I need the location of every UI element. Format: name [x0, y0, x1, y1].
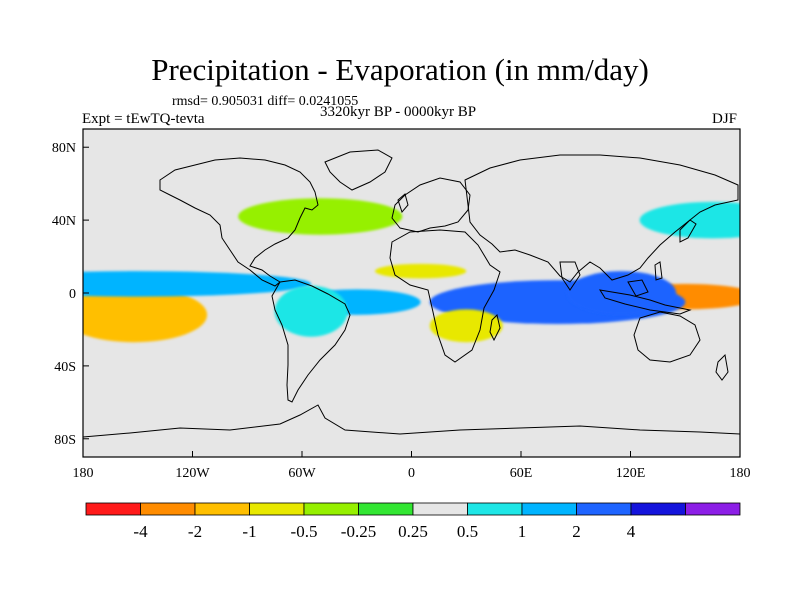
- field-region-6: [429, 309, 503, 343]
- lat-tick-label: 80N: [52, 141, 76, 156]
- coastline-philippines: [654, 261, 663, 281]
- field-region-10: [639, 201, 740, 239]
- coastline-india: [559, 261, 581, 291]
- lon-tick-label: 0: [408, 466, 415, 481]
- colorbar-label: 0.25: [398, 522, 428, 541]
- field-region-5: [566, 271, 677, 315]
- lon-tick-label: 60E: [510, 466, 533, 481]
- field-region-8: [274, 285, 348, 337]
- coastline-antarctica: [83, 404, 740, 438]
- lon-tick-label: 120E: [616, 466, 646, 481]
- lat-tick-label: 40N: [52, 214, 76, 229]
- coastline-australia: [633, 311, 701, 363]
- colorbar-swatch: [303, 502, 359, 516]
- field-region-12: [375, 263, 467, 279]
- coastline-layer: [83, 149, 740, 438]
- season-label: DJF: [712, 111, 738, 127]
- field-layer: [83, 198, 740, 410]
- lon-tick-label: 180: [730, 466, 751, 481]
- colorbar-label: -4: [133, 522, 148, 541]
- field-region-11: [83, 387, 740, 410]
- colorbar-swatch: [467, 502, 523, 516]
- period-label: 3320kyr BP - 0000kyr BP: [320, 104, 477, 120]
- axis-ticks: 180 120W 60W 0 60E 120E 180 80N 40N 0 40S 80S: [52, 141, 751, 481]
- coastline-madagascar: [489, 314, 501, 342]
- colorbar-label: 4: [627, 522, 636, 541]
- coastline-new-zealand: [715, 353, 729, 381]
- colorbar-swatch: [412, 502, 468, 516]
- lon-tick-label: 180: [73, 466, 94, 481]
- lat-tick-label: 40S: [54, 360, 76, 375]
- field-region-1: [83, 287, 208, 343]
- colorbar-label: 1: [518, 522, 527, 541]
- coastline-south-america: [271, 279, 351, 403]
- colorbar-label: -2: [188, 522, 202, 541]
- colorbar-label: 0.5: [457, 522, 478, 541]
- colorbar-label: -0.25: [341, 522, 376, 541]
- lat-tick-label: 80S: [54, 433, 76, 448]
- colorbar: -4 -2 -1 -0.5 -0.25 0.25 0.5 1 2 4: [85, 502, 741, 541]
- experiment-label: Expt = tEwTQ-tevta: [82, 111, 205, 127]
- colorbar-swatch: [140, 502, 196, 516]
- lon-tick-label: 60W: [288, 466, 316, 481]
- colorbar-swatch: [194, 502, 250, 516]
- field-region-9: [238, 198, 403, 235]
- coastline-north-america: [159, 157, 319, 287]
- coastline-greenland: [324, 149, 393, 191]
- colorbar-swatch: [630, 502, 686, 516]
- colorbar-label: 2: [572, 522, 581, 541]
- coastline-africa: [389, 229, 501, 363]
- colorbar-swatch: [85, 502, 141, 516]
- figure-title: Precipitation - Evaporation (in mm/day): [151, 52, 649, 87]
- field-region-2: [83, 271, 312, 297]
- colorbar-label: -1: [242, 522, 256, 541]
- colorbar-swatch: [576, 502, 632, 516]
- coastline-uk: [397, 193, 409, 213]
- coastline-indonesia: [598, 289, 692, 315]
- lat-tick-label: 0: [69, 287, 76, 302]
- colorbar-swatch: [358, 502, 414, 516]
- colorbar-swatch: [685, 502, 741, 516]
- coastline-asia: [464, 154, 739, 283]
- colorbar-swatch: [521, 502, 577, 516]
- coastline-borneo: [627, 279, 649, 297]
- stats-label: rmsd= 0.905031 diff= 0.0241055: [172, 94, 359, 109]
- colorbar-swatch: [249, 502, 305, 516]
- coastline-europe: [391, 177, 471, 233]
- lon-tick-label: 120W: [175, 466, 210, 481]
- colorbar-label: -0.5: [291, 522, 318, 541]
- coastline-japan: [679, 219, 697, 243]
